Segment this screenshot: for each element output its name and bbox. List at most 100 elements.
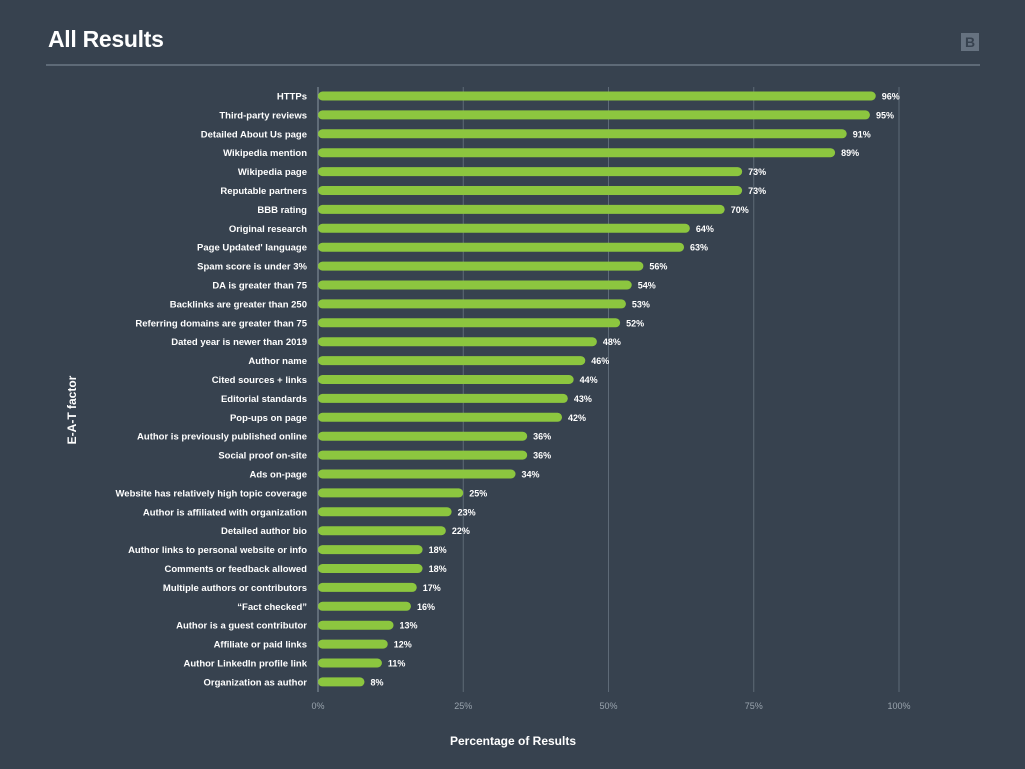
category-label: Author is a guest contributor xyxy=(176,621,307,632)
value-label: 70% xyxy=(731,205,749,215)
bar xyxy=(318,564,423,573)
value-label: 11% xyxy=(388,659,406,669)
bar xyxy=(318,526,446,536)
bar xyxy=(318,469,516,479)
category-label: HTTPs xyxy=(277,92,307,103)
bar xyxy=(318,412,563,422)
bar xyxy=(318,431,528,441)
header-divider xyxy=(46,64,980,66)
value-label: 44% xyxy=(580,375,598,385)
category-label: Social proof on-site xyxy=(218,451,307,462)
bar xyxy=(318,318,621,328)
value-labels: 96% 95% 91% 89% 73% 73% 70% 64% 63% 56% 54% 53% 52% 4… xyxy=(370,92,899,688)
y-axis-label: E-A-T factor xyxy=(65,375,79,444)
bar xyxy=(318,677,365,687)
value-label: 34% xyxy=(522,470,540,480)
bar xyxy=(318,110,870,120)
value-label: 95% xyxy=(876,110,894,120)
bar xyxy=(318,91,876,101)
value-label: 16% xyxy=(417,602,435,612)
brand-logo-icon: B xyxy=(961,33,979,51)
category-label: Detailed About Us page xyxy=(201,129,307,140)
category-labels: HTTPs Third-party reviews Detailed About U… xyxy=(116,92,308,689)
value-label: 12% xyxy=(394,640,412,650)
value-label: 48% xyxy=(603,337,621,347)
bar xyxy=(318,148,836,158)
value-label: 63% xyxy=(690,243,708,253)
bar xyxy=(318,337,597,347)
value-label: 25% xyxy=(469,488,487,498)
x-tick-label: 0% xyxy=(311,701,324,711)
category-label: Cited sources + links xyxy=(212,375,307,386)
bars xyxy=(318,91,876,687)
bar xyxy=(318,299,626,309)
value-label: 73% xyxy=(748,186,766,196)
value-label: 43% xyxy=(574,394,592,404)
bar xyxy=(318,204,725,214)
bar xyxy=(318,620,394,630)
category-label: Wikipedia mention xyxy=(223,148,307,159)
value-label: 91% xyxy=(853,129,871,139)
value-label: 96% xyxy=(882,92,900,102)
category-label: Reputable partners xyxy=(220,186,307,197)
category-label: Multiple authors or contributors xyxy=(163,583,307,594)
value-label: 13% xyxy=(400,621,418,631)
bar xyxy=(318,507,452,517)
bar xyxy=(318,280,632,290)
bar xyxy=(318,582,417,592)
category-label: Affiliate or paid links xyxy=(214,640,307,651)
category-label: Detailed author bio xyxy=(221,526,307,537)
bar xyxy=(318,488,464,498)
category-label: Website has relatively high topic covera… xyxy=(116,488,307,499)
bar xyxy=(318,658,382,668)
category-label: Wikipedia page xyxy=(238,167,307,178)
x-tick-label: 50% xyxy=(599,701,617,711)
category-label: Author links to personal website or info xyxy=(128,545,307,556)
value-label: 36% xyxy=(533,451,551,461)
bar xyxy=(318,545,423,555)
value-label: 23% xyxy=(458,507,476,517)
value-label: 46% xyxy=(591,356,609,366)
bar xyxy=(318,639,388,649)
bar xyxy=(318,356,586,366)
value-label: 53% xyxy=(632,299,650,309)
value-label: 52% xyxy=(626,318,644,328)
value-label: 42% xyxy=(568,413,586,423)
category-label: Comments or feedback allowed xyxy=(164,564,307,575)
value-label: 36% xyxy=(533,432,551,442)
category-label: Organization as author xyxy=(204,677,308,688)
bar xyxy=(318,261,644,271)
bar xyxy=(318,186,743,195)
category-label: Pop-ups on page xyxy=(230,413,307,424)
x-tick-label: 100% xyxy=(887,701,910,711)
bar xyxy=(318,393,568,403)
x-tick-labels: 0% 25% 50% 75% 100% xyxy=(311,701,910,711)
value-label: 8% xyxy=(370,677,383,687)
x-axis-label: Percentage of Results xyxy=(450,734,576,748)
value-label: 73% xyxy=(748,167,766,177)
category-label: Author is affiliated with organization xyxy=(143,507,307,518)
category-label: DA is greater than 75 xyxy=(212,281,307,292)
bar xyxy=(318,601,411,611)
bar xyxy=(318,450,528,460)
bar xyxy=(318,167,743,177)
value-label: 89% xyxy=(841,148,859,158)
value-label: 18% xyxy=(429,564,447,574)
category-label: Author LinkedIn profile link xyxy=(184,659,308,670)
category-label: Third-party reviews xyxy=(219,110,307,121)
value-label: 64% xyxy=(696,224,714,234)
category-label: “Fact checked” xyxy=(237,602,307,613)
value-label: 17% xyxy=(423,583,441,593)
bar xyxy=(318,242,685,252)
category-label: Original research xyxy=(229,224,307,235)
category-label: Page Updated' language xyxy=(197,243,307,254)
bar xyxy=(318,223,690,233)
grid-lines xyxy=(317,87,900,692)
page-title: All Results xyxy=(48,26,164,52)
value-label: 22% xyxy=(452,526,470,536)
category-label: Dated year is newer than 2019 xyxy=(171,337,307,348)
category-label: Spam score is under 3% xyxy=(197,262,307,273)
bar xyxy=(318,375,574,384)
category-label: Backlinks are greater than 250 xyxy=(170,299,307,310)
